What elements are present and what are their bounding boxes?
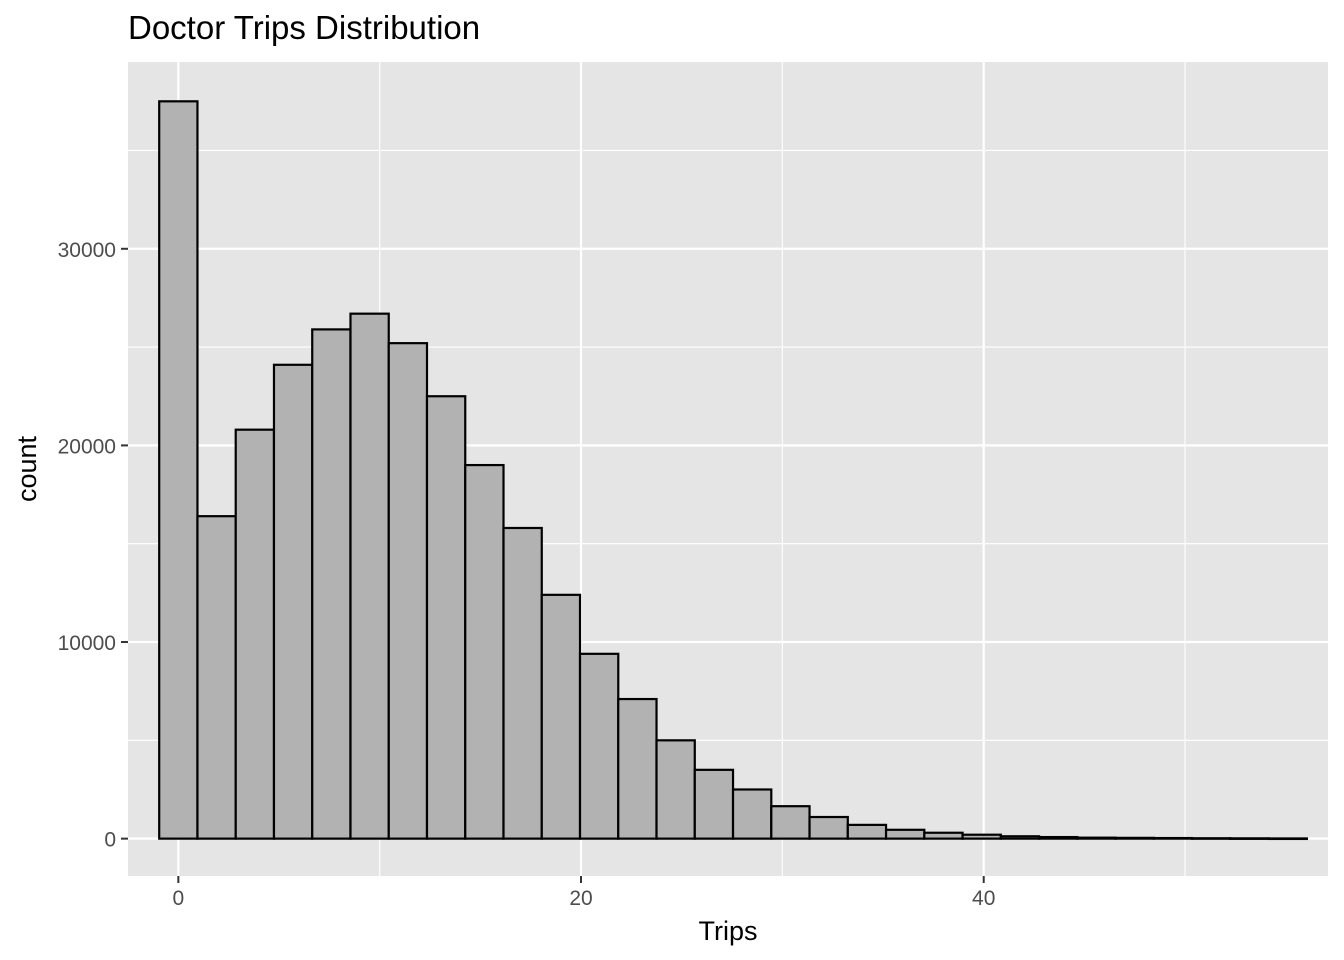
histogram-bar [808, 815, 849, 840]
chart-title: Doctor Trips Distribution [128, 9, 480, 46]
histogram-bar [196, 515, 237, 840]
histogram-bar [923, 831, 964, 840]
histogram-bar [999, 835, 1041, 840]
histogram-bar [540, 593, 582, 840]
histogram-bar [387, 342, 429, 840]
histogram-bar [349, 312, 390, 840]
y-axis-title: count [12, 435, 42, 502]
histogram-bar [1267, 837, 1308, 841]
histogram-bar [1229, 837, 1270, 840]
histogram-bar [158, 100, 199, 840]
histogram-bar [884, 828, 926, 840]
y-axis-ticks: 0 10000 20000 30000 [58, 239, 128, 852]
histogram-bar [961, 833, 1002, 840]
histogram-bar [846, 823, 888, 840]
histogram-bar [502, 526, 543, 840]
histogram-bar [311, 328, 352, 840]
x-axis-ticks: 0 20 40 [172, 876, 995, 910]
histogram-bar [1076, 836, 1117, 840]
histogram-bar [578, 652, 620, 840]
x-tick-label: 40 [972, 887, 995, 910]
histogram-bar [617, 697, 658, 840]
x-axis-title: Trips [699, 916, 758, 946]
histogram-bar [1114, 836, 1155, 840]
histogram-bar [234, 428, 276, 840]
histogram-bar [693, 768, 735, 840]
y-tick-label: 0 [104, 829, 116, 852]
histogram-bar [425, 395, 467, 840]
histogram-bars [158, 100, 1308, 841]
y-tick-label: 20000 [58, 435, 116, 458]
y-tick-label: 30000 [58, 239, 116, 262]
x-tick-label: 0 [172, 887, 184, 910]
histogram-bar [731, 788, 773, 840]
histogram-bar [770, 805, 811, 840]
histogram-bar [655, 739, 696, 840]
histogram-bar [1152, 836, 1194, 840]
y-tick-label: 10000 [58, 632, 116, 655]
histogram-bar [1037, 835, 1079, 840]
x-tick-label: 20 [569, 887, 592, 910]
histogram-bar [464, 463, 505, 840]
histogram-bar [272, 363, 314, 840]
histogram-bar [1190, 837, 1232, 840]
